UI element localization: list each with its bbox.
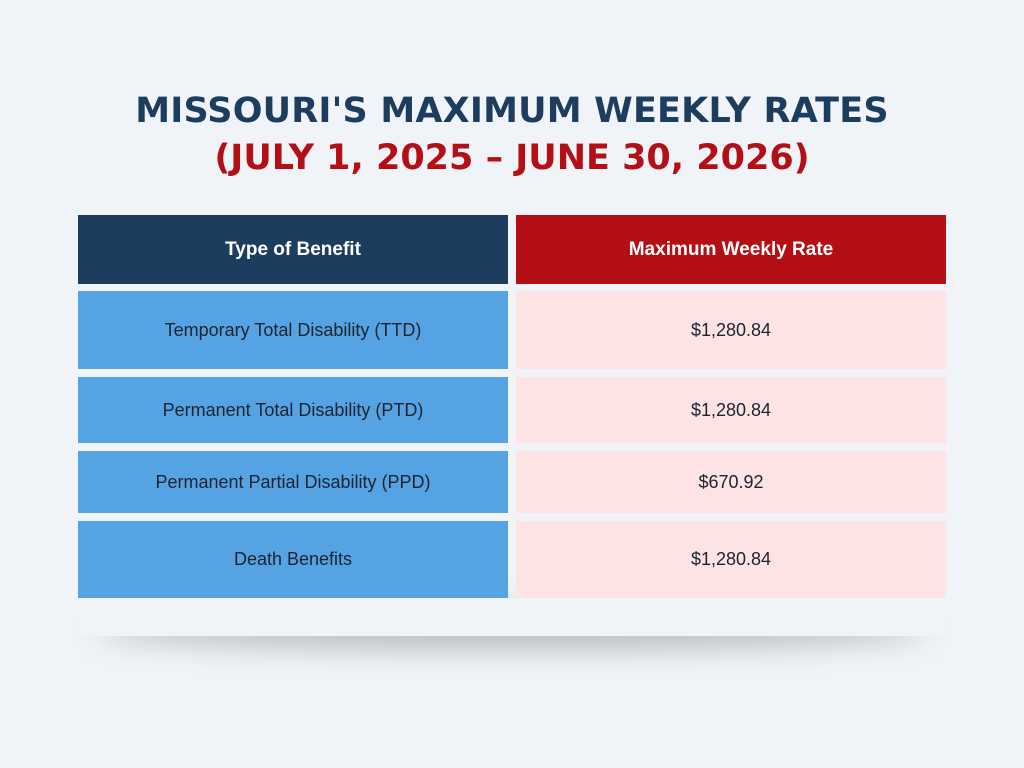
row-rate-ttd: $1,280.84 [516,291,946,369]
page-title: MISSOURI'S MAXIMUM WEEKLY RATES [135,91,889,131]
row-rate-death: $1,280.84 [516,521,946,598]
row-benefit-ppd: Permanent Partial Disability (PPD) [78,451,508,513]
row-rate-ptd: $1,280.84 [516,377,946,443]
row-benefit-ptd: Permanent Total Disability (PTD) [78,377,508,443]
row-rate-ppd: $670.92 [516,451,946,513]
row-benefit-death: Death Benefits [78,521,508,598]
table-shadow-cover [78,598,946,636]
header-maximum-weekly-rate: Maximum Weekly Rate [516,215,946,284]
header-type-of-benefit: Type of Benefit [78,215,508,284]
row-benefit-ttd: Temporary Total Disability (TTD) [78,291,508,369]
page-subtitle-date-range: (JULY 1, 2025 – JUNE 30, 2026) [214,138,810,178]
